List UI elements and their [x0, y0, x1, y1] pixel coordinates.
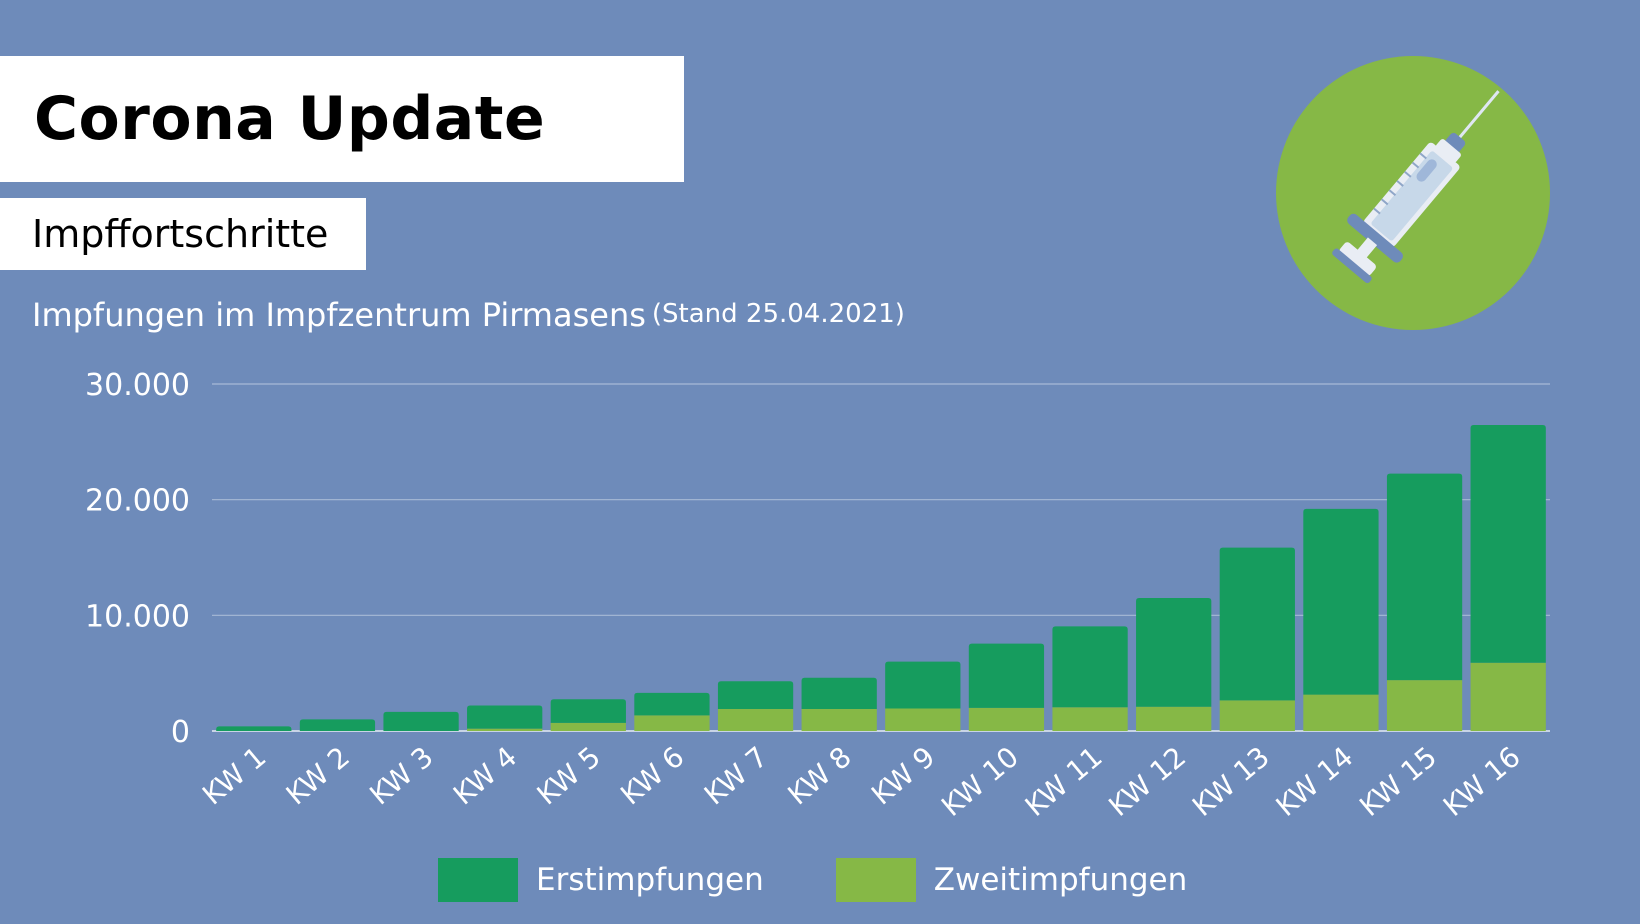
x-tick-label: KW 16 — [1437, 740, 1527, 823]
bar-zweitimpfungen — [634, 715, 710, 731]
bar-zweitimpfungen — [1303, 694, 1379, 731]
x-axis: KW 1 KW 2 KW 3 KW 4 KW 5 KW 6 KW 7 KW 8 KW 9KW 1… — [196, 740, 1527, 823]
bar-zweitimpfungen — [1386, 680, 1463, 731]
bar-zweitimpfungen — [1136, 706, 1212, 731]
subtitle-box: Impffortschritte — [0, 198, 366, 270]
bar-erstimpfungen — [968, 643, 1045, 708]
syringe-icon — [1332, 90, 1500, 284]
bar-erstimpfungen — [801, 677, 877, 710]
vaccine-badge — [1276, 56, 1550, 330]
legend-label-zweitimpfungen: Zweitimpfungen — [933, 862, 1188, 898]
x-tick-label: KW 10 — [935, 740, 1025, 823]
bar-erstimpfungen — [467, 705, 543, 729]
chart-legend: Erstimpfungen Zweitimpfungen — [438, 858, 1187, 902]
bar-erstimpfungen — [717, 681, 794, 710]
bar-erstimpfungen — [885, 661, 961, 709]
legend-label-erstimpfungen: Erstimpfungen — [536, 862, 764, 898]
bar-erstimpfungen — [299, 719, 376, 731]
y-tick-label: 0 — [171, 715, 190, 750]
y-tick-label: 30.000 — [85, 368, 190, 403]
bar-zweitimpfungen — [1052, 707, 1128, 731]
page-subtitle: Impffortschritte — [32, 212, 329, 256]
x-tick-label: KW 3 — [363, 740, 439, 811]
bar-zweitimpfungen — [885, 708, 961, 731]
x-tick-label: KW 9 — [865, 740, 941, 811]
x-tick-label: KW 14 — [1270, 740, 1360, 823]
bar-zweitimpfungen — [1219, 700, 1295, 731]
bar-zweitimpfungen — [968, 707, 1045, 731]
legend-swatch-zweitimpfungen — [835, 858, 916, 902]
bar-zweitimpfungen — [717, 709, 794, 731]
bar-erstimpfungen — [1303, 508, 1379, 695]
bar-zweitimpfungen — [550, 722, 626, 731]
bar-zweitimpfungen — [801, 709, 877, 731]
bar-erstimpfungen — [1386, 473, 1463, 681]
x-tick-label: KW 1 — [196, 740, 272, 811]
bar-erstimpfungen — [1470, 425, 1546, 663]
x-tick-label: KW 5 — [531, 740, 607, 811]
x-tick-label: KW 13 — [1186, 740, 1276, 823]
bar-erstimpfungen — [634, 692, 710, 716]
chart-title: Impfungen im Impfzentrum Pirmasens — [32, 296, 646, 334]
bar-erstimpfungen — [550, 699, 626, 723]
bar-erstimpfungen — [1052, 626, 1128, 708]
bar-erstimpfungen — [1219, 547, 1295, 701]
chart-heading: Impfungen im Impfzentrum Pirmasens (Stand… — [32, 296, 905, 334]
chart-date: (Stand 25.04.2021) — [651, 299, 905, 329]
x-tick-label: KW 6 — [614, 740, 690, 811]
bar-erstimpfungen — [216, 726, 292, 731]
chart-bars — [216, 425, 1546, 731]
bar-zweitimpfungen — [1470, 662, 1546, 731]
x-tick-label: KW 12 — [1102, 740, 1192, 823]
x-tick-label: KW 8 — [781, 740, 857, 811]
x-tick-label: KW 15 — [1353, 740, 1443, 823]
x-tick-label: KW 2 — [280, 740, 356, 811]
y-axis: 0 10.000 20.000 30.000 — [85, 368, 190, 750]
y-tick-label: 20.000 — [85, 484, 190, 519]
bar-erstimpfungen — [1136, 597, 1212, 707]
x-tick-label: KW 11 — [1019, 740, 1109, 823]
bar-zweitimpfungen — [467, 728, 543, 731]
page-title: Corona Update — [34, 84, 546, 154]
x-tick-label: KW 4 — [447, 740, 523, 811]
y-tick-label: 10.000 — [85, 599, 190, 634]
legend-swatch-erstimpfungen — [438, 858, 518, 902]
bar-erstimpfungen — [383, 711, 459, 731]
x-tick-label: KW 7 — [698, 740, 774, 811]
title-box: Corona Update — [0, 56, 684, 182]
